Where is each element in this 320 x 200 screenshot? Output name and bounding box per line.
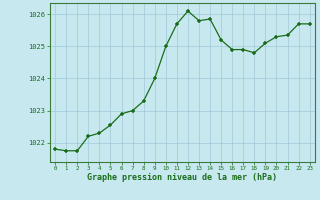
X-axis label: Graphe pression niveau de la mer (hPa): Graphe pression niveau de la mer (hPa) xyxy=(87,173,277,182)
